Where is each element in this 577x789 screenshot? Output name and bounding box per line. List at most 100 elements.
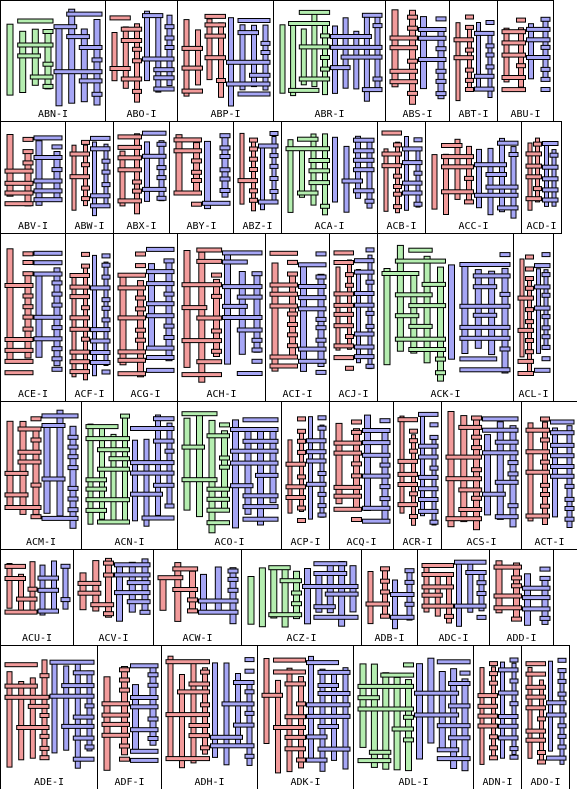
left-structure-bar	[421, 572, 454, 577]
structure-label: ACL-I	[518, 389, 549, 400]
structure-label: ACS-I	[466, 537, 497, 548]
right-structure-strand	[55, 25, 63, 107]
right-structure	[41, 409, 79, 529]
right-structure-bar	[330, 44, 383, 50]
right-structure-bar	[372, 23, 383, 29]
right-structure-bar	[210, 743, 255, 749]
structure-cell: ABN-I	[0, 0, 106, 122]
structure-cell: ACW-I	[153, 549, 242, 646]
structure-cell: ABO-I	[105, 0, 178, 122]
right-structure-bar	[41, 476, 66, 482]
structure-figure	[157, 562, 239, 625]
left-structure-bar	[16, 596, 38, 602]
structure-label: ABV-I	[17, 221, 49, 232]
right-structure-bar	[78, 78, 103, 84]
left-structure-bar	[465, 24, 474, 30]
left-structure-bar	[333, 440, 362, 446]
right-structure-bar	[459, 356, 498, 362]
left-structure-bar	[4, 201, 34, 207]
left-structure-bar	[525, 276, 534, 281]
left-structure-bar	[90, 602, 115, 608]
left-structure-bar	[181, 282, 222, 288]
right-structure-bar	[482, 491, 506, 497]
right-structure-strand	[476, 148, 482, 209]
right-structure-bar	[242, 504, 279, 510]
structure-cell: ACH-I	[177, 233, 266, 402]
right-structure-strand	[51, 660, 58, 754]
right-structure-bar	[482, 450, 519, 456]
structure-label: ACM-I	[25, 537, 57, 548]
left-structure-bar	[200, 702, 210, 708]
right-structure-bar	[454, 603, 487, 609]
right-structure-bar	[476, 614, 487, 620]
right-structure-bar	[147, 682, 159, 688]
right-structure	[146, 246, 175, 373]
right-structure-bar	[317, 425, 327, 431]
left-structure-bar	[380, 589, 390, 595]
left-structure-bar	[408, 303, 447, 309]
left-structure-bar	[525, 196, 542, 202]
right-structure-bar	[33, 188, 63, 194]
right-structure-bar	[418, 411, 439, 417]
right-structure-bar	[101, 169, 111, 175]
left-structure-bar	[4, 370, 34, 376]
left-structure	[269, 250, 298, 372]
structure-cell: ACN-I	[81, 401, 178, 550]
right-structure-bar	[317, 512, 327, 518]
right-structure-bar	[534, 305, 551, 311]
right-structure-bar	[139, 609, 151, 615]
left-structure-bar	[172, 587, 199, 592]
right-structure-bar	[353, 188, 375, 194]
right-structure-strand	[308, 416, 313, 520]
left-structure-strand	[258, 567, 266, 628]
structure-label: ACD-I	[526, 221, 557, 232]
right-structure-bar	[147, 716, 159, 722]
structure-figure	[421, 559, 487, 627]
right-structure-bar	[147, 672, 159, 678]
right-structure-bar	[251, 358, 263, 364]
right-structure-bar	[130, 695, 159, 700]
left-structure-bar	[22, 149, 34, 155]
right-structure-bar	[557, 668, 567, 674]
left-structure-bar	[101, 701, 130, 707]
left-structure-bar	[22, 326, 34, 332]
left-structure-strand	[279, 24, 286, 94]
left-structure-bar	[97, 447, 130, 453]
right-structure-bar	[142, 186, 167, 192]
right-structure-bar	[324, 591, 359, 597]
left-structure	[389, 9, 418, 105]
left-structure-bar	[69, 151, 90, 157]
left-structure-strand	[447, 411, 455, 528]
left-structure-strand	[396, 244, 404, 352]
left-structure-bar	[380, 613, 390, 619]
left-structure-bar	[285, 461, 306, 467]
right-structure-strand	[165, 258, 173, 362]
right-structure-bar	[114, 572, 151, 578]
right-structure-strand	[511, 662, 517, 756]
left-structure-bar	[525, 449, 550, 455]
right-structure-bar	[540, 76, 551, 82]
right-structure-bar	[448, 735, 471, 741]
left-structure-bar	[120, 76, 143, 82]
left-structure-strand	[247, 576, 255, 625]
right-structure	[306, 655, 351, 772]
right-structure-bar	[130, 460, 175, 466]
right-structure-strand	[155, 14, 162, 93]
right-structure-bar	[156, 141, 167, 147]
left-structure-bar	[30, 437, 42, 443]
right-structure-strand	[35, 140, 43, 206]
right-structure-bar	[51, 366, 63, 372]
left-structure-bar	[204, 22, 226, 28]
right-structure	[302, 561, 359, 627]
right-structure-bar	[130, 491, 163, 497]
right-structure-bar	[146, 301, 175, 307]
right-structure-bar	[498, 714, 519, 719]
left-structure-bar	[409, 438, 418, 444]
left-structure-bar	[287, 322, 298, 327]
right-structure-bar	[101, 253, 111, 259]
left-structure-bar	[397, 502, 418, 508]
right-structure	[37, 560, 71, 616]
left-structure-bar	[287, 332, 298, 338]
right-structure-strand	[200, 573, 207, 614]
left-structure-bar	[269, 291, 298, 297]
